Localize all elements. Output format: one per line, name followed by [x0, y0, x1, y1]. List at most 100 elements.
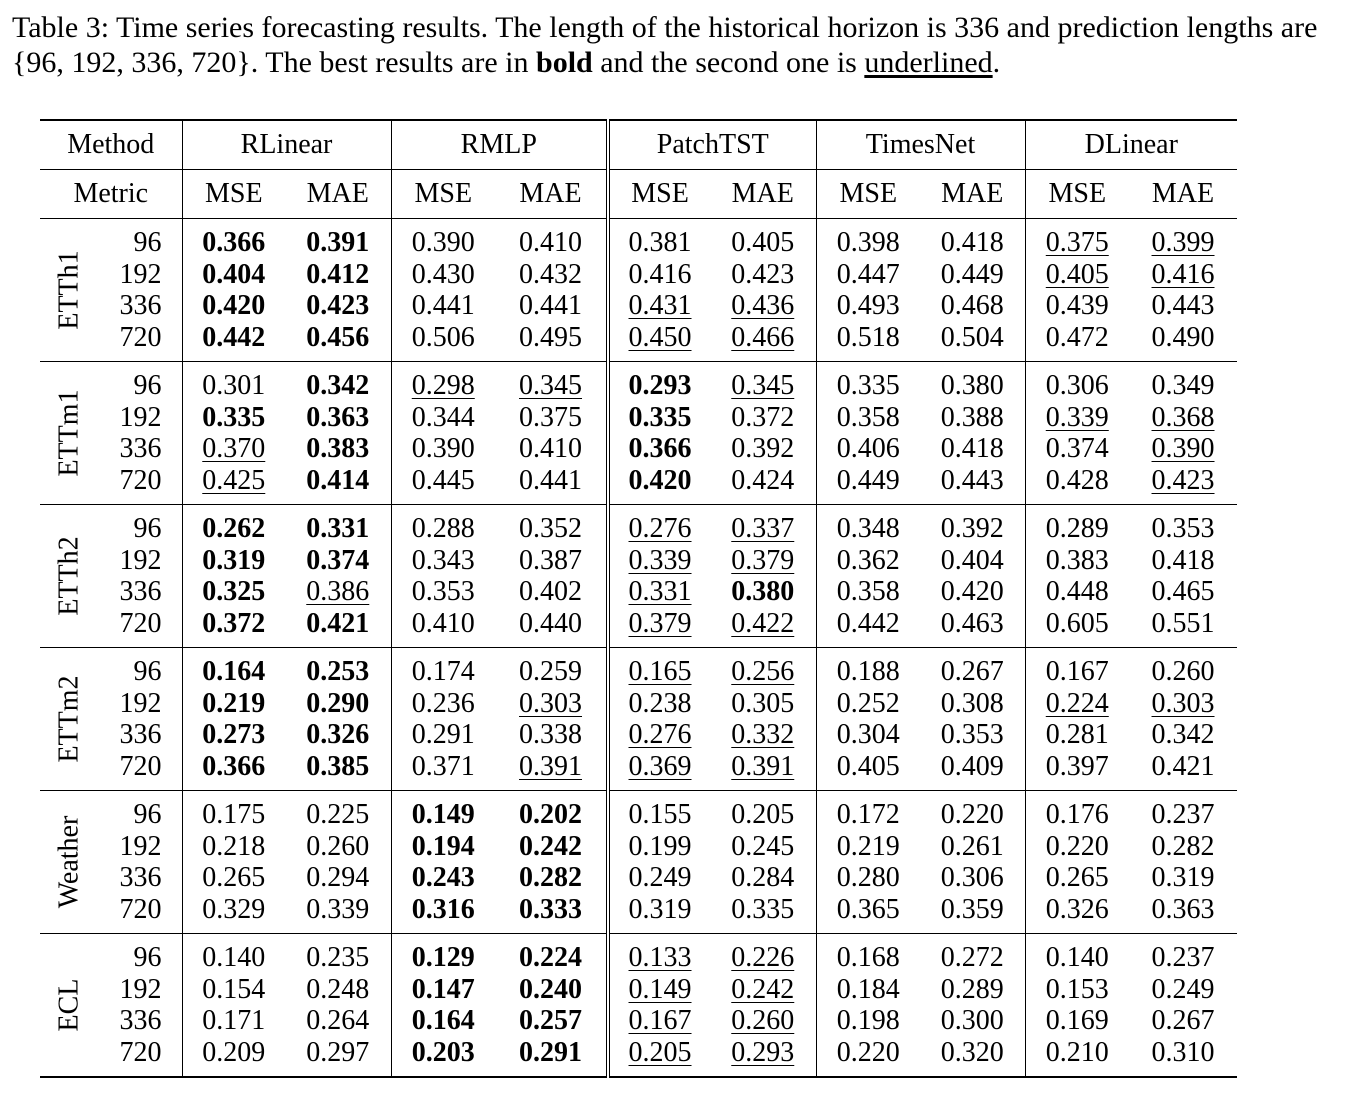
- metric-value: 0.390: [411, 433, 475, 464]
- cell-rlinear-mae: 0.326: [285, 719, 391, 751]
- cell-rlinear-mse: 0.372: [181, 607, 286, 648]
- metric-value: 0.387: [519, 544, 583, 576]
- metric-value: 0.504: [940, 321, 1004, 353]
- cell-patchtst-mse: 0.249: [606, 862, 711, 894]
- metric-value: 0.449: [836, 464, 900, 496]
- cell-patchtst-mae: 0.345: [710, 362, 816, 402]
- cell-patchtst-mae: 0.305: [710, 688, 816, 720]
- metric-value: 0.335: [628, 401, 692, 433]
- cell-timesnet-mse: 0.358: [815, 576, 921, 608]
- cell-dlinear-mse: 0.281: [1024, 719, 1130, 751]
- metric-value: 0.306: [940, 862, 1004, 893]
- metric-value: 0.224: [1045, 687, 1109, 719]
- cell-timesnet-mae: 0.463: [920, 608, 1025, 648]
- metric-value: 0.280: [836, 862, 900, 893]
- metric-value: 0.424: [731, 464, 795, 496]
- cell-timesnet-mae: 0.388: [920, 402, 1025, 434]
- metric-value: 0.305: [731, 687, 795, 719]
- metric-value: 0.371: [411, 750, 475, 782]
- metric-value: 0.276: [628, 513, 692, 544]
- cell-rlinear-mae: 0.260: [285, 831, 391, 863]
- table-row: 192 0.219 0.290 0.236 0.303 0.238 0.305 0.252 0.…: [40, 687, 1237, 720]
- metric-value: 0.291: [411, 719, 475, 750]
- metric-value: 0.405: [731, 227, 795, 258]
- cell-rmlp-mse: 0.445: [390, 464, 496, 505]
- cell-rlinear-mae: 0.412: [285, 259, 391, 291]
- cell-rmlp-mse: 0.291: [390, 719, 496, 751]
- metric-value: 0.442: [202, 321, 266, 353]
- metric-value: 0.343: [411, 544, 475, 576]
- cell-timesnet-mae: 0.289: [920, 974, 1025, 1006]
- cell-rmlp-mse: 0.203: [390, 1036, 496, 1077]
- cell-rlinear-mae: 0.423: [285, 290, 391, 322]
- metric-value: 0.168: [836, 942, 900, 973]
- cell-dlinear-mse: 0.289: [1024, 504, 1130, 545]
- cell-rlinear-mse: 0.154: [181, 973, 286, 1005]
- metric-value: 0.442: [836, 607, 900, 639]
- metric-value: 0.441: [519, 290, 583, 321]
- metric-value: 0.335: [731, 893, 795, 925]
- cell-timesnet-mse: 0.188: [815, 647, 921, 688]
- metric-value: 0.416: [628, 258, 692, 290]
- metric-value: 0.326: [306, 719, 370, 750]
- metric-value: 0.375: [1045, 227, 1109, 258]
- metric-value: 0.374: [306, 544, 370, 576]
- metric-value: 0.224: [519, 942, 583, 973]
- cell-rmlp-mse: 0.288: [390, 504, 496, 545]
- cell-rlinear-mse: 0.366: [181, 750, 286, 791]
- metric-value: 0.441: [519, 464, 583, 496]
- metric-value: 0.414: [306, 464, 370, 496]
- cell-timesnet-mae: 0.353: [920, 719, 1025, 751]
- cell-timesnet-mse: 0.348: [815, 504, 921, 545]
- dataset-label: ECL: [53, 978, 85, 1032]
- metric-value: 0.199: [628, 830, 692, 862]
- cell-rmlp-mae: 0.303: [495, 688, 608, 720]
- cell-timesnet-mae: 0.308: [920, 688, 1025, 720]
- metric-value: 0.421: [1151, 750, 1215, 782]
- cell-rlinear-mse: 0.273: [181, 719, 286, 751]
- cell-dlinear-mae: 0.342: [1129, 719, 1237, 751]
- cell-rmlp-mae: 0.282: [495, 862, 608, 894]
- metric-value: 0.366: [202, 750, 266, 782]
- cell-dlinear-mse: 0.439: [1024, 290, 1130, 322]
- metric-value: 0.290: [306, 687, 370, 719]
- metric-value: 0.301: [202, 370, 266, 401]
- metric-mse: MSE: [1024, 169, 1130, 219]
- cell-rlinear-mae: 0.248: [285, 974, 391, 1006]
- cell-dlinear-mse: 0.140: [1024, 933, 1130, 974]
- metric-value: 0.129: [411, 942, 475, 973]
- cell-patchtst-mse: 0.165: [606, 647, 711, 688]
- table-row: Weather 96 0.175 0.225 0.149 0.202 0.155 0.205 0…: [40, 790, 1237, 908]
- metric-value: 0.404: [940, 544, 1004, 576]
- metric-value: 0.242: [731, 973, 795, 1005]
- metric-value: 0.352: [519, 513, 583, 544]
- cell-rlinear-mse: 0.366: [181, 218, 286, 259]
- metric-value: 0.358: [836, 401, 900, 433]
- metric-value: 0.154: [202, 973, 266, 1005]
- metric-value: 0.391: [731, 750, 795, 782]
- prediction-length: 720: [119, 321, 162, 353]
- metric-value: 0.333: [519, 893, 583, 925]
- metric-value: 0.220: [836, 1036, 900, 1068]
- prediction-length: 192: [119, 258, 162, 290]
- table-row: 720 0.425 0.414 0.445 0.441 0.420 0.424 0.449 0.…: [40, 464, 1238, 505]
- metric-value: 0.331: [306, 513, 370, 544]
- cell-rlinear-mse: 0.262: [181, 504, 286, 545]
- cell-rlinear-mse: 0.301: [181, 361, 286, 402]
- metric-value: 0.289: [940, 973, 1004, 1005]
- cell-dlinear-mse: 0.167: [1024, 647, 1130, 688]
- metric-value: 0.282: [1151, 830, 1215, 862]
- cell-patchtst-mse: 0.420: [606, 464, 711, 505]
- metric-value: 0.210: [1045, 1036, 1109, 1068]
- table-row: 192 0.218 0.260 0.194 0.242 0.199 0.245 0.219 0.…: [40, 830, 1237, 863]
- metric-value: 0.339: [628, 544, 692, 576]
- metric-value: 0.289: [1045, 513, 1109, 544]
- metric-value: 0.265: [202, 862, 266, 893]
- cell-timesnet-mae: 0.300: [920, 1005, 1025, 1037]
- cell-timesnet-mae: 0.320: [920, 1037, 1025, 1078]
- metric-value: 0.518: [836, 321, 900, 353]
- metric-value: 0.436: [731, 290, 795, 321]
- metric-value: 0.293: [628, 370, 692, 401]
- metric-value: 0.399: [1151, 227, 1215, 258]
- metric-value: 0.390: [411, 227, 475, 258]
